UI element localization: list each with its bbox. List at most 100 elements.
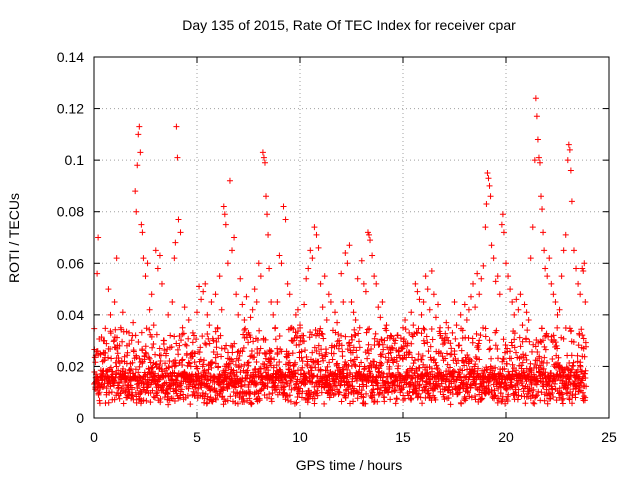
band-point <box>299 364 306 371</box>
band-point <box>477 332 484 339</box>
data-point <box>202 280 209 287</box>
data-point <box>313 231 320 238</box>
data-point <box>152 247 159 254</box>
band-point <box>298 348 305 355</box>
data-point <box>422 273 429 280</box>
band-point <box>301 370 308 377</box>
data-point <box>237 275 244 282</box>
band-point <box>319 331 326 338</box>
band-point <box>406 349 413 356</box>
band-point <box>157 358 164 365</box>
band-point <box>270 364 277 371</box>
band-point <box>146 326 153 333</box>
data-point <box>239 301 246 308</box>
band-point <box>280 384 287 391</box>
band-point <box>165 364 172 371</box>
band-point <box>113 363 120 370</box>
band-point <box>564 384 571 391</box>
band-point <box>425 389 432 396</box>
data-point <box>414 288 421 295</box>
data-point <box>282 216 289 223</box>
band-point <box>530 386 537 393</box>
band-point <box>309 349 316 356</box>
band-point <box>540 337 547 344</box>
band-point <box>178 386 185 393</box>
band-point <box>312 326 319 333</box>
chart-title: Day 135 of 2015, Rate Of TEC Index for r… <box>182 17 516 33</box>
band-point <box>579 332 586 339</box>
band-point <box>277 368 284 375</box>
band-point <box>383 327 390 334</box>
band-point <box>213 338 220 345</box>
band-point <box>111 337 118 344</box>
band-point <box>423 333 430 340</box>
band-point <box>245 339 252 346</box>
band-point <box>502 342 509 349</box>
band-point <box>534 348 541 355</box>
band-point <box>543 330 550 337</box>
band-point <box>358 359 365 366</box>
band-point <box>101 357 108 364</box>
band-point <box>495 395 502 402</box>
band-point <box>185 335 192 342</box>
band-point <box>374 398 381 405</box>
band-point <box>363 329 370 336</box>
band-point <box>304 399 311 406</box>
data-point <box>443 319 450 326</box>
band-point <box>566 396 573 403</box>
band-point <box>263 350 270 357</box>
data-point <box>534 136 541 143</box>
band-point <box>415 393 422 400</box>
band-point <box>401 395 408 402</box>
y-tick-label: 0.04 <box>57 307 84 323</box>
data-point <box>284 280 291 287</box>
data-point <box>453 322 460 329</box>
data-point <box>480 262 487 269</box>
data-point <box>503 260 509 267</box>
data-point <box>408 309 415 316</box>
band-point <box>268 398 275 405</box>
band-point <box>335 345 342 352</box>
data-point <box>311 224 318 231</box>
band-point <box>138 329 145 336</box>
band-point <box>111 396 118 403</box>
band-point <box>400 343 407 350</box>
data-point <box>441 337 448 344</box>
band-point <box>392 400 399 407</box>
data-point <box>476 291 483 298</box>
data-point <box>498 221 505 228</box>
band-point <box>535 388 542 395</box>
data-point <box>247 314 254 321</box>
band-point <box>287 378 294 385</box>
data-point <box>424 286 431 293</box>
band-point <box>241 361 248 368</box>
data-point <box>183 342 190 349</box>
data-point <box>105 286 112 293</box>
band-point <box>532 343 539 350</box>
band-point <box>419 352 426 359</box>
band-point <box>523 336 530 343</box>
band-point <box>378 336 385 343</box>
band-point <box>574 366 581 373</box>
band-point <box>380 346 387 353</box>
band-point <box>582 375 589 382</box>
band-point <box>151 373 158 380</box>
data-point <box>428 268 435 275</box>
data-point <box>509 298 516 305</box>
data-point <box>366 231 373 238</box>
band-point <box>349 375 356 382</box>
band-point <box>141 356 148 363</box>
band-point <box>298 354 305 361</box>
band-point <box>289 350 296 357</box>
band-point <box>581 353 588 360</box>
band-point <box>257 387 264 394</box>
band-point <box>424 339 431 346</box>
band-point <box>256 327 263 334</box>
data-point <box>235 311 242 318</box>
band-point <box>266 391 273 398</box>
data-point <box>402 317 409 324</box>
band-point <box>541 397 548 404</box>
band-point <box>108 389 115 396</box>
data-point <box>346 242 353 249</box>
band-point <box>208 359 215 366</box>
